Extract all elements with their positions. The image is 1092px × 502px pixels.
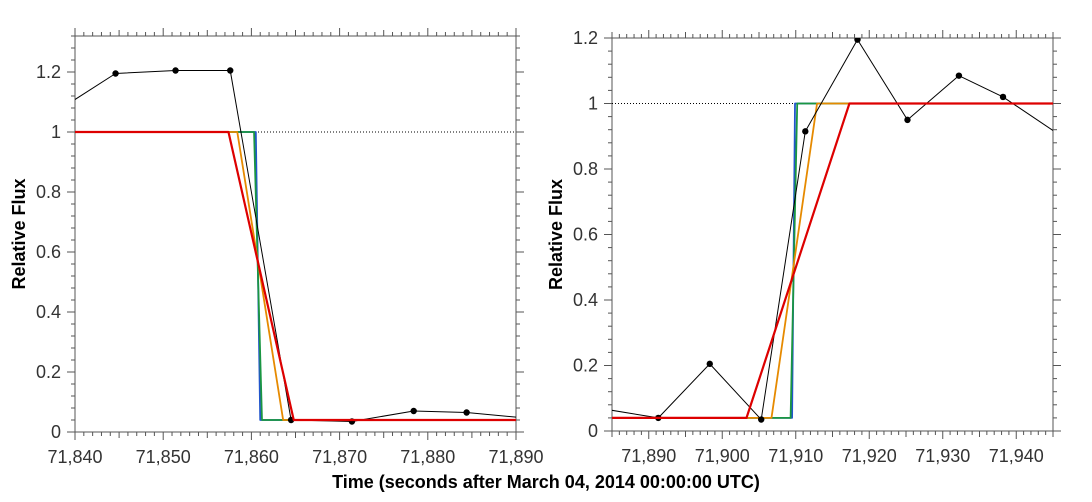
observed-data-point	[999, 93, 1007, 101]
observed-flux-line	[75, 70, 516, 422]
observed-data-point	[802, 128, 809, 135]
y-tick-label: 0.8	[36, 182, 61, 202]
y-tick-label: 0.6	[573, 225, 598, 245]
plot-frame	[74, 35, 517, 433]
model-curve-line	[75, 131, 516, 421]
right-panel: 71,890 71,900 71,910 71,920 71,930 71,940 0 0.2…	[546, 28, 1061, 466]
y-tick-label: 0	[588, 421, 598, 441]
observed-data-point	[527, 415, 533, 421]
observed-data-point	[758, 416, 765, 423]
y-axis: 0 0.2 0.4 0.6 0.8 1 1.2	[36, 35, 524, 442]
x-tick-label: 71,930	[915, 446, 970, 466]
plot-frame	[611, 37, 1054, 432]
x-axis: 71,840 71,850 71,860 71,870 71,880 71,890	[47, 28, 544, 467]
x-tick-label: 71,840	[47, 447, 102, 467]
y-tick-label: 0.4	[36, 302, 61, 322]
y-tick-label: 0.8	[573, 159, 598, 179]
x-tick-label: 71,940	[989, 446, 1044, 466]
x-axis: 71,890 71,900 71,910 71,920 71,930 71,940	[611, 30, 1054, 466]
observed-data-point	[112, 70, 119, 77]
y-tick-label: 1	[588, 94, 598, 114]
observed-data-point	[59, 105, 65, 111]
x-tick-label: 71,890	[488, 447, 543, 467]
x-tick-label: 71,900	[695, 446, 750, 466]
y-tick-label: 1	[51, 122, 61, 142]
y-tick-label: 0.6	[36, 242, 61, 262]
observed-data-point	[706, 360, 713, 368]
observed-data-point	[410, 407, 417, 415]
observed-data-point	[227, 67, 234, 74]
x-tick-label: 71,910	[768, 446, 823, 466]
observed-data-point	[463, 409, 470, 416]
x-tick-label: 71,860	[224, 447, 279, 467]
y-tick-label: 0.2	[36, 362, 61, 382]
x-tick-label: 71,890	[621, 446, 676, 466]
x-tick-label: 71,870	[312, 447, 367, 467]
observed-data-point	[172, 67, 179, 74]
x-axis-title: Time (seconds after March 04, 2014 00:00…	[332, 472, 760, 492]
observed-flux-line	[612, 39, 1053, 421]
y-tick-label: 1.2	[573, 28, 598, 48]
y-tick-label: 0.4	[573, 290, 598, 310]
observed-data-point	[854, 38, 861, 43]
model-curve-line	[612, 102, 1053, 419]
model-curve-line	[75, 131, 516, 421]
x-tick-label: 71,880	[400, 447, 455, 467]
observed-data-point	[955, 72, 963, 79]
plot-area	[59, 67, 533, 425]
y-axis: 0 0.2 0.4 0.6 0.8 1 1.2	[573, 28, 1061, 441]
y-axis-title: Relative Flux	[9, 178, 29, 289]
y-tick-label: 0	[51, 422, 61, 442]
x-tick-label: 71,920	[842, 446, 897, 466]
model-curve-line	[612, 102, 1053, 419]
x-tick-label: 71,850	[136, 447, 191, 467]
observed-data-point	[605, 407, 611, 413]
model-curve-line	[75, 130, 516, 422]
y-axis-title: Relative Flux	[546, 179, 566, 290]
left-panel: 71,840 71,850 71,860 71,870 71,880 71,890 0 0.2…	[9, 28, 544, 467]
model-curve-line	[75, 131, 516, 421]
model-curve-line	[612, 102, 1053, 419]
y-tick-label: 0.2	[573, 356, 598, 376]
observed-data-point	[1053, 130, 1059, 136]
y-tick-label: 1.2	[36, 62, 61, 82]
observed-data-point	[904, 116, 911, 124]
model-curve-line	[612, 102, 1053, 419]
plot-area	[605, 38, 1059, 423]
